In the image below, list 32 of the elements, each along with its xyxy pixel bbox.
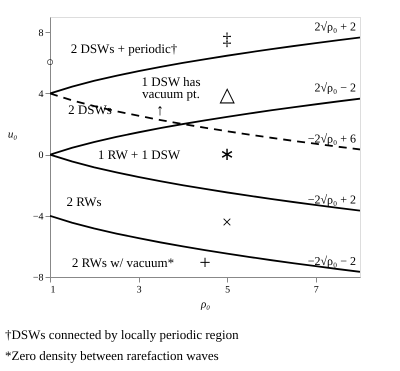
y-axis-title: u₀ xyxy=(8,128,18,140)
y-tick-label: −4 xyxy=(32,211,44,222)
annotation: 1 RW + 1 DSW xyxy=(98,147,181,162)
line-series xyxy=(50,214,360,273)
annotation: 2 RWs xyxy=(66,194,102,209)
y-tick-label: 8 xyxy=(38,28,44,39)
y-tick-label: −8 xyxy=(32,272,44,284)
series-label: 2√ρ₀ + 2 xyxy=(314,19,356,34)
series-label: −2√ρ₀ + 2 xyxy=(308,192,356,207)
annotation: △ xyxy=(220,84,236,106)
text: *Zero density between rarefaction waves xyxy=(5,348,219,363)
x-tick-label: 5 xyxy=(225,284,230,296)
x-axis-title: ρ₀ xyxy=(200,298,210,310)
annotation: ‡ xyxy=(222,29,232,49)
annotation: 2 DSWs + periodic† xyxy=(70,41,178,56)
annotation: ∗ xyxy=(220,144,234,164)
annotation: ○ xyxy=(46,54,54,69)
series-label: 2√ρ₀ − 2 xyxy=(314,80,356,95)
text: †DSWs connected by locally periodic region xyxy=(5,327,240,342)
series-label: −2√ρ₀ + 6 xyxy=(308,131,356,146)
y-tick-label: 4 xyxy=(38,88,44,100)
annotation: + xyxy=(199,252,211,274)
x-tick-label: 3 xyxy=(136,284,142,296)
y-tick-label: 0 xyxy=(38,150,44,162)
annotation: × xyxy=(222,212,232,232)
annotation: vacuum pt. xyxy=(142,86,200,101)
annotation: 2 RWs w/ vacuum* xyxy=(72,255,174,270)
x-tick-label: 7 xyxy=(314,284,319,296)
annotation: 1 DSW has xyxy=(142,74,200,89)
x-tick-label: 1 xyxy=(50,284,56,296)
annotation: ↑ xyxy=(156,102,164,119)
series-label: −2√ρ₀ − 2 xyxy=(308,254,356,268)
